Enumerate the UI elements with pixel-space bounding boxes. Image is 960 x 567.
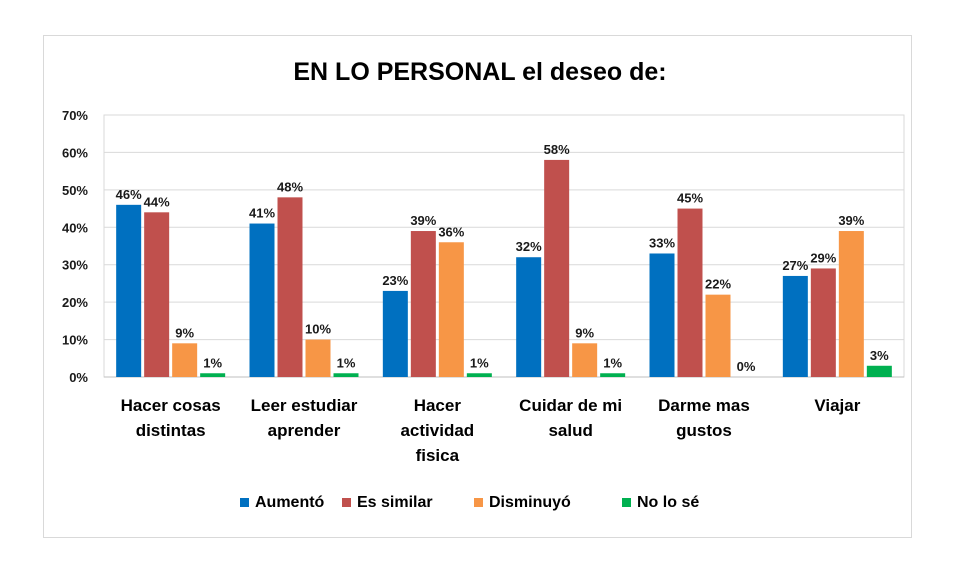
data-label: 1%	[603, 355, 622, 370]
bar	[172, 343, 198, 377]
bar	[144, 212, 170, 377]
data-label: 10%	[305, 322, 331, 337]
bar	[466, 373, 492, 377]
data-label: 44%	[144, 194, 170, 209]
bar	[600, 373, 626, 377]
bar	[249, 223, 275, 377]
data-label: 1%	[203, 355, 222, 370]
legend-label: Disminuyó	[489, 494, 571, 511]
x-category-label: Viajar	[814, 396, 860, 415]
bar	[116, 204, 142, 377]
x-category-label: aprender	[268, 421, 341, 440]
data-label: 29%	[810, 250, 836, 265]
data-label: 36%	[438, 224, 464, 239]
data-label: 45%	[677, 191, 703, 206]
x-category-label: Cuidar de mi	[519, 396, 622, 415]
data-label: 1%	[470, 355, 489, 370]
data-label: 48%	[277, 179, 303, 194]
data-label: 3%	[870, 348, 889, 363]
bar	[810, 268, 836, 377]
legend-label: Es similar	[357, 494, 433, 511]
x-category-label: distintas	[136, 421, 206, 440]
legend-swatch	[342, 498, 351, 507]
y-tick-label: 0%	[69, 370, 88, 385]
legend-swatch	[240, 498, 249, 507]
legend-label: Aumentó	[255, 494, 325, 511]
y-tick-label: 50%	[62, 183, 88, 198]
bar	[277, 197, 303, 377]
bar	[572, 343, 598, 377]
bar	[438, 242, 464, 377]
x-category-label: gustos	[676, 421, 732, 440]
data-label: 32%	[516, 239, 542, 254]
bar	[333, 373, 359, 377]
x-category-label: Hacer cosas	[121, 396, 221, 415]
bar	[382, 290, 408, 377]
bar	[838, 231, 864, 377]
bar	[649, 253, 675, 377]
bar	[677, 208, 703, 377]
x-category-label: Leer estudiar	[251, 396, 358, 415]
data-label: 39%	[838, 213, 864, 228]
data-label: 9%	[575, 325, 594, 340]
x-category-label: actividad	[400, 421, 474, 440]
y-tick-label: 30%	[62, 258, 88, 273]
data-label: 39%	[410, 213, 436, 228]
y-tick-label: 20%	[62, 295, 88, 310]
bar	[516, 257, 542, 377]
x-category-label: salud	[548, 421, 592, 440]
x-category-label: Hacer	[414, 396, 462, 415]
x-category-label: Darme mas	[658, 396, 750, 415]
chart-frame	[43, 35, 912, 538]
data-label: 22%	[705, 277, 731, 292]
data-label: 0%	[737, 359, 756, 374]
bar	[782, 275, 808, 377]
data-label: 58%	[544, 142, 570, 157]
bar	[410, 231, 436, 377]
data-label: 27%	[782, 258, 808, 273]
y-tick-label: 40%	[62, 220, 88, 235]
y-tick-label: 70%	[62, 108, 88, 123]
data-label: 46%	[116, 187, 142, 202]
y-tick-label: 10%	[62, 333, 88, 348]
data-label: 41%	[249, 206, 275, 221]
legend-swatch	[474, 498, 483, 507]
data-label: 9%	[175, 325, 194, 340]
chart-title: EN LO PERSONAL el deseo de:	[293, 58, 666, 86]
data-label: 33%	[649, 235, 675, 250]
bar	[705, 294, 731, 377]
y-tick-label: 60%	[62, 145, 88, 160]
bar	[866, 365, 892, 377]
data-label: 23%	[382, 273, 408, 288]
data-label: 1%	[337, 355, 356, 370]
bar	[544, 159, 570, 377]
bar	[200, 373, 226, 377]
legend-swatch	[622, 498, 631, 507]
legend-label: No lo sé	[637, 494, 699, 511]
x-category-label: fisica	[416, 446, 460, 465]
bar	[305, 339, 331, 377]
